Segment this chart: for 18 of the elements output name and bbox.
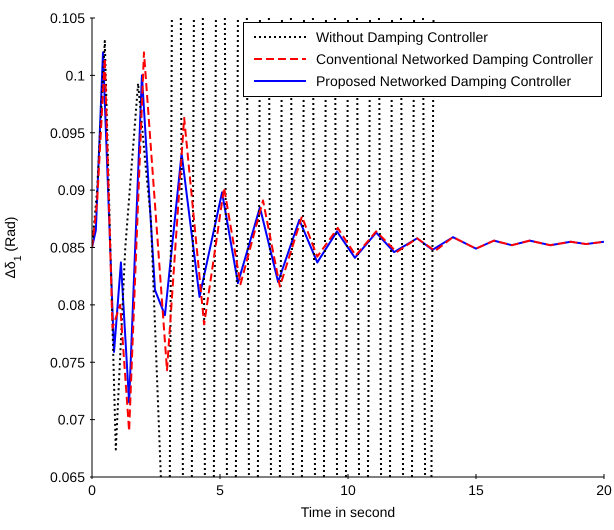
y-tick-label: 0.09	[58, 182, 86, 198]
x-tick-label: 0	[88, 482, 96, 498]
legend-label: Proposed Networked Damping Controller	[316, 72, 572, 91]
x-tick-label: 15	[468, 482, 484, 498]
y-tick-label: 0.095	[50, 124, 86, 141]
y-tick-label: 0.065	[50, 469, 86, 485]
y-tick-label: 0.075	[50, 354, 86, 370]
x-tick-label: 5	[216, 482, 224, 498]
legend-label: Conventional Networked Damping Controller	[316, 50, 593, 69]
y-tick-label: 0.1	[66, 67, 86, 84]
x-axis-title: Time in second	[300, 504, 396, 520]
legend-label: Without Damping Controller	[316, 28, 488, 47]
y-tick-label: 0.105	[50, 10, 86, 26]
x-tick-label: 10	[340, 482, 356, 498]
y-tick-label: 0.085	[50, 240, 86, 256]
y-tick-label: 0.08	[58, 296, 86, 313]
y-tick-label: 0.07	[58, 412, 86, 428]
x-tick-label: 20	[596, 482, 612, 498]
